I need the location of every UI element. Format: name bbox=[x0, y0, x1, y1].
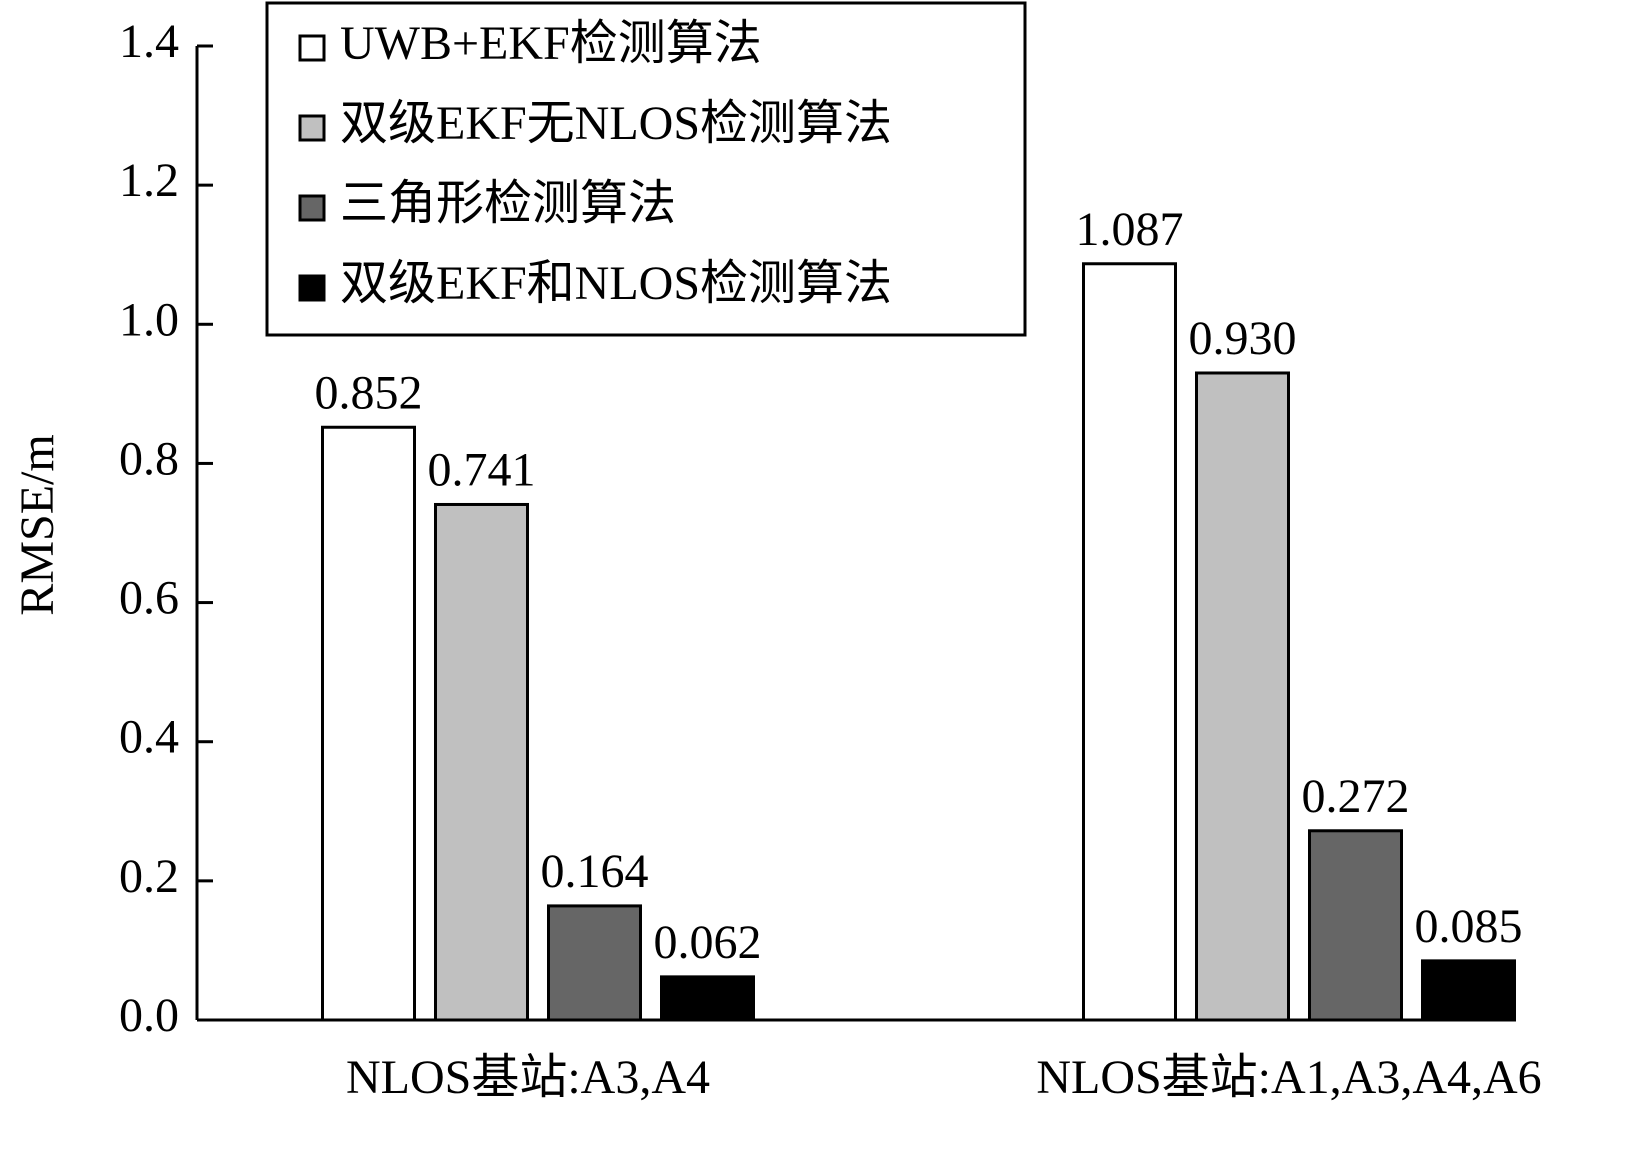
legend-label: 双级EKF和NLOS检测算法 bbox=[340, 257, 892, 310]
bar bbox=[1308, 829, 1403, 1022]
bar bbox=[1195, 371, 1290, 1022]
y-tick-label: 0.4 bbox=[119, 711, 179, 764]
bar bbox=[434, 502, 529, 1022]
x-tick-label: NLOS基站:A3,A4 bbox=[346, 1051, 710, 1104]
y-tick-label: 1.2 bbox=[119, 154, 179, 207]
bar bbox=[547, 904, 642, 1022]
bar bbox=[1082, 262, 1177, 1022]
value-label: 0.272 bbox=[1302, 770, 1410, 823]
legend-swatch bbox=[298, 34, 326, 62]
value-label: 0.164 bbox=[541, 845, 649, 898]
y-tick-label: 0.8 bbox=[119, 432, 179, 485]
legend-label: 三角形检测算法 bbox=[340, 177, 676, 230]
value-label: 0.085 bbox=[1415, 900, 1523, 953]
value-label: 0.062 bbox=[654, 916, 762, 969]
y-tick-label: 0.2 bbox=[119, 850, 179, 903]
legend-box bbox=[265, 1, 1027, 337]
legend-label: 双级EKF无NLOS检测算法 bbox=[340, 97, 892, 150]
bar bbox=[660, 975, 755, 1022]
legend-swatch bbox=[298, 274, 326, 302]
bar bbox=[1421, 959, 1516, 1022]
y-tick-label: 0.0 bbox=[119, 989, 179, 1042]
y-tick-label: 1.0 bbox=[119, 293, 179, 346]
x-tick-label: NLOS基站:A1,A3,A4,A6 bbox=[1036, 1051, 1541, 1104]
bar bbox=[321, 425, 416, 1022]
legend-swatch bbox=[298, 194, 326, 222]
y-tick-label: 0.6 bbox=[119, 572, 179, 625]
value-label: 0.741 bbox=[428, 443, 536, 496]
value-label: 1.087 bbox=[1076, 203, 1184, 256]
value-label: 0.852 bbox=[315, 366, 423, 419]
legend-swatch bbox=[298, 114, 326, 142]
y-axis-label: RMSE/m bbox=[11, 434, 64, 615]
value-label: 0.930 bbox=[1189, 312, 1297, 365]
y-tick-label: 1.4 bbox=[119, 15, 179, 68]
legend-label: UWB+EKF检测算法 bbox=[340, 17, 762, 70]
